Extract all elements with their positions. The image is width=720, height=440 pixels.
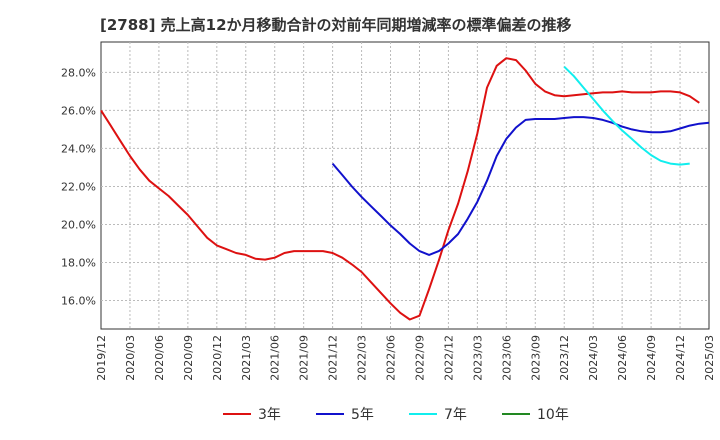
- y-tick-label: 26.0%: [61, 104, 96, 117]
- legend-label: 5年: [351, 407, 374, 423]
- x-tick-label: 2023/09: [529, 335, 542, 381]
- series-line-3年: [100, 57, 700, 321]
- legend: 3年 5年 7年 10年: [223, 407, 569, 423]
- x-tick-label: 2025/03: [703, 335, 716, 381]
- x-tick-label: 2022/06: [385, 335, 398, 381]
- x-tick-label: 2021/09: [298, 335, 311, 381]
- x-axis: 2019/12 2020/03 2020/06 2020/09 2020/12 2021/…: [95, 335, 716, 381]
- y-tick-label: 16.0%: [61, 294, 96, 307]
- series-line-5年: [331, 116, 710, 256]
- series-layer: [100, 57, 710, 321]
- y-tick-label: 22.0%: [61, 180, 96, 193]
- x-tick-label: 2024/03: [587, 335, 600, 381]
- x-tick-label: 2023/06: [500, 335, 513, 381]
- x-tick-label: 2021/06: [269, 335, 282, 381]
- x-tick-label: 2020/06: [153, 335, 166, 381]
- x-tick-label: 2022/09: [413, 335, 426, 381]
- x-tick-label: 2020/03: [124, 335, 137, 381]
- x-tick-label: 2021/03: [240, 335, 253, 381]
- y-tick-label: 24.0%: [61, 142, 96, 155]
- y-tick-label: 20.0%: [61, 218, 96, 231]
- x-tick-label: 2022/12: [442, 335, 455, 381]
- plot-background: [100, 41, 710, 330]
- x-tick-label: 2023/12: [558, 335, 571, 381]
- legend-label: 10年: [537, 407, 569, 423]
- y-tick-label: 18.0%: [61, 256, 96, 269]
- grid-layer: [101, 42, 709, 329]
- x-tick-label: 2024/09: [645, 335, 658, 381]
- x-tick-label: 2024/12: [674, 335, 687, 381]
- y-tick-label: 28.0%: [61, 66, 96, 79]
- chart-title: [2788] 売上高12か月移動合計の対前年同期増減率の標準偏差の推移: [100, 16, 572, 34]
- y-axis: 16.0% 18.0% 20.0% 22.0% 24.0% 26.0% 28.0%: [61, 66, 96, 307]
- legend-label: 3年: [258, 407, 281, 423]
- x-tick-label: 2021/12: [327, 335, 340, 381]
- x-tick-label: 2019/12: [95, 335, 108, 381]
- x-tick-label: 2024/06: [616, 335, 629, 381]
- series-line-7年: [563, 65, 690, 166]
- x-tick-label: 2023/03: [471, 335, 484, 381]
- x-tick-label: 2020/12: [211, 335, 224, 381]
- x-tick-label: 2022/03: [356, 335, 369, 381]
- x-tick-label: 2020/09: [182, 335, 195, 381]
- legend-label: 7年: [444, 407, 467, 423]
